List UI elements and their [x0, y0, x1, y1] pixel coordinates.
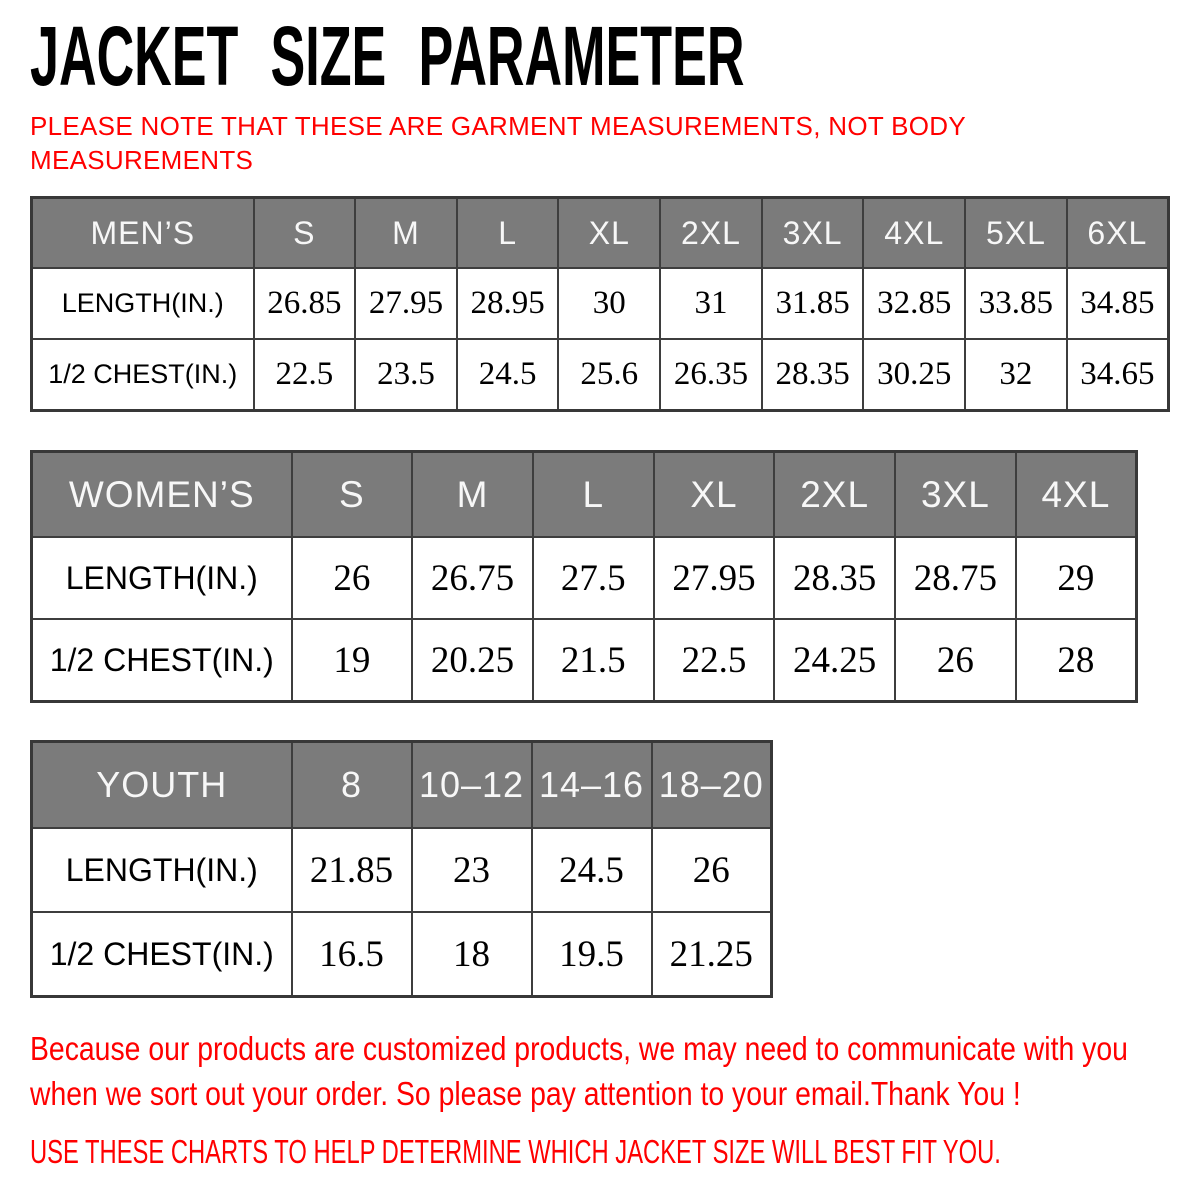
- size-value-cell: 31.85: [760, 267, 865, 340]
- size-col-header: 18–20: [650, 740, 773, 829]
- table-title-cell: YOUTH: [30, 740, 293, 829]
- size-value-cell: 33.85: [964, 267, 1068, 340]
- womens-size-table-container: WOMEN’S S M L XL 2XL 3XL 4XL LENGTH(IN.) 26 26.75 2…: [30, 450, 1138, 703]
- size-value-cell: 30.25: [862, 338, 967, 412]
- row-label-cell: 1/2 CHEST(IN.): [30, 618, 293, 703]
- size-col-header: 4XL: [862, 196, 967, 269]
- youth-size-table-container: YOUTH 8 10–12 14–16 18–20 LENGTH(IN.) 21.85 23 2…: [30, 740, 773, 998]
- size-value-cell: 19: [290, 618, 414, 703]
- size-col-header: S: [252, 196, 357, 269]
- size-col-header: 14–16: [530, 740, 653, 829]
- size-col-header: 5XL: [964, 196, 1068, 269]
- size-value-cell: 28.75: [894, 536, 1017, 620]
- fit-guidance-text: USE THESE CHARTS TO HELP DETERMINE WHICH…: [30, 1133, 1001, 1170]
- size-value-cell: 34.65: [1065, 338, 1170, 412]
- size-value-cell: 28: [1014, 618, 1138, 703]
- size-value-cell: 24.5: [530, 827, 653, 913]
- row-label-cell: LENGTH(IN.): [30, 536, 293, 620]
- size-value-cell: 24.5: [455, 338, 560, 412]
- mens-size-table-container: MEN’S S M L XL 2XL 3XL 4XL 5XL 6XL LENGTH(IN.) 26.8…: [30, 196, 1170, 412]
- size-col-header: 6XL: [1065, 196, 1170, 269]
- size-col-header: M: [354, 196, 458, 269]
- table-title-cell: MEN’S: [30, 196, 255, 269]
- size-value-cell: 21.5: [531, 618, 655, 703]
- size-col-header: L: [455, 196, 560, 269]
- size-col-header: XL: [557, 196, 662, 269]
- size-value-cell: 34.85: [1065, 267, 1170, 340]
- size-value-cell: 20.25: [411, 618, 534, 703]
- size-value-cell: 26.85: [252, 267, 357, 340]
- size-col-header: 2XL: [773, 450, 897, 538]
- size-col-header: 2XL: [659, 196, 763, 269]
- size-value-cell: 27.95: [652, 536, 776, 620]
- customization-notice: Because our products are customized prod…: [30, 1026, 1128, 1116]
- notice-line-1: Because our products are customized prod…: [30, 1030, 1128, 1067]
- size-value-cell: 26.75: [411, 536, 534, 620]
- size-value-cell: 28.35: [760, 338, 865, 412]
- size-col-header: S: [290, 450, 414, 538]
- size-value-cell: 23: [410, 827, 533, 913]
- size-value-cell: 26: [894, 618, 1017, 703]
- size-value-cell: 19.5: [530, 911, 653, 998]
- size-value-cell: 22.5: [252, 338, 357, 412]
- size-value-cell: 18: [410, 911, 533, 998]
- size-value-cell: 27.5: [531, 536, 655, 620]
- size-col-header: 3XL: [760, 196, 865, 269]
- size-col-header: 4XL: [1014, 450, 1138, 538]
- size-col-header: 3XL: [894, 450, 1017, 538]
- size-value-cell: 32: [964, 338, 1068, 412]
- size-value-cell: 31: [659, 267, 763, 340]
- garment-measurement-note: PLEASE NOTE THAT THESE ARE GARMENT MEASU…: [30, 111, 966, 175]
- size-col-header: 10–12: [410, 740, 533, 829]
- size-value-cell: 25.6: [557, 338, 662, 412]
- size-value-cell: 29: [1014, 536, 1138, 620]
- womens-size-table: WOMEN’S S M L XL 2XL 3XL 4XL LENGTH(IN.) 26 26.75 2…: [30, 450, 1138, 703]
- table-title-cell: WOMEN’S: [30, 450, 293, 538]
- size-value-cell: 22.5: [652, 618, 776, 703]
- size-value-cell: 30: [557, 267, 662, 340]
- size-value-cell: 26: [290, 536, 414, 620]
- size-value-cell: 28.95: [455, 267, 560, 340]
- size-value-cell: 27.95: [354, 267, 458, 340]
- row-label-cell: 1/2 CHEST(IN.): [30, 338, 255, 412]
- size-value-cell: 28.35: [773, 536, 897, 620]
- size-value-cell: 21.85: [290, 827, 413, 913]
- size-value-cell: 21.25: [650, 911, 773, 998]
- size-col-header: XL: [652, 450, 776, 538]
- size-value-cell: 32.85: [862, 267, 967, 340]
- notice-line-2: when we sort out your order. So please p…: [30, 1075, 1021, 1112]
- size-value-cell: 26: [650, 827, 773, 913]
- row-label-cell: LENGTH(IN.): [30, 267, 255, 340]
- size-value-cell: 24.25: [773, 618, 897, 703]
- size-value-cell: 23.5: [354, 338, 458, 412]
- youth-size-table: YOUTH 8 10–12 14–16 18–20 LENGTH(IN.) 21.85 23 2…: [30, 740, 773, 998]
- mens-size-table: MEN’S S M L XL 2XL 3XL 4XL 5XL 6XL LENGTH(IN.) 26.8…: [30, 196, 1170, 412]
- size-col-header: M: [411, 450, 534, 538]
- size-col-header: 8: [290, 740, 413, 829]
- size-col-header: L: [531, 450, 655, 538]
- row-label-cell: 1/2 CHEST(IN.): [30, 911, 293, 998]
- page-title: JACKET SIZE PARAMETER: [30, 9, 745, 103]
- size-value-cell: 16.5: [290, 911, 413, 998]
- row-label-cell: LENGTH(IN.): [30, 827, 293, 913]
- size-value-cell: 26.35: [659, 338, 763, 412]
